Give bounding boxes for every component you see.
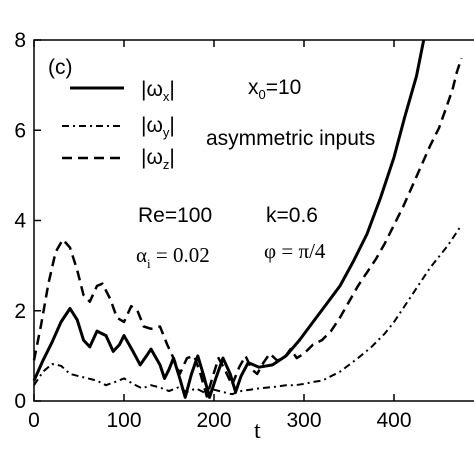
y-tick-label: 6 (14, 119, 26, 142)
x-tick-label: 100 (106, 409, 141, 432)
x-tick-label: 300 (286, 409, 321, 432)
annotation-phi: φ = π/4 (264, 239, 326, 263)
x-tick-label: 0 (28, 409, 40, 432)
curves (32, 39, 463, 399)
series-omega-y-line (33, 224, 463, 396)
legend-label-y: |ωy| (141, 114, 175, 140)
y-tick-label: 8 (14, 29, 26, 52)
annotation-re: Re=100 (138, 204, 212, 227)
annotation-alpha: αi = 0.02 (136, 243, 210, 271)
legend-label-z: |ωz| (141, 146, 175, 172)
annotation-k: k=0.6 (266, 204, 318, 227)
x-tick-label: 200 (196, 409, 231, 432)
y-tick-label: 0 (14, 390, 26, 413)
y-tick-label: 4 (14, 210, 26, 233)
y-tick-label: 2 (14, 300, 26, 323)
series-omega-z-line (32, 57, 463, 398)
axes: 0100200300400502468 (14, 29, 411, 432)
x-tick-label: 400 (376, 409, 411, 432)
panel-label: (c) (48, 56, 73, 79)
annotation-x0: x0=10 (248, 76, 301, 102)
x-axis-title: t (254, 418, 261, 444)
legend-label-x: |ωx| (141, 78, 175, 104)
series-omega-x-line (32, 39, 426, 399)
annotation-inputs: asymmetric inputs (206, 127, 375, 150)
